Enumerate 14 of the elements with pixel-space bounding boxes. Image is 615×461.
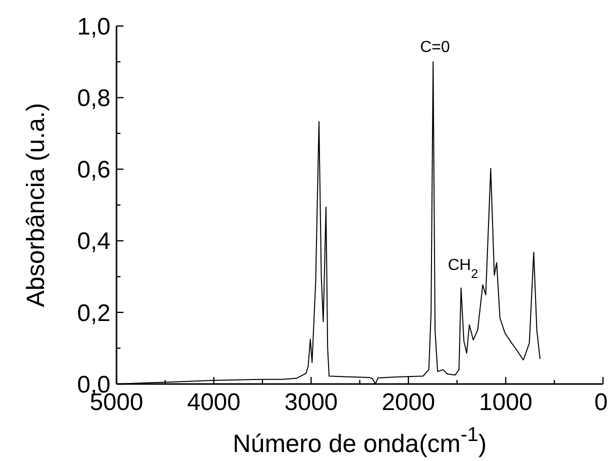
annotation: CH$_{2}$ [448, 257, 478, 280]
annotation: C=0 [420, 39, 450, 56]
x-tick-label: 4000 [187, 389, 240, 416]
y-tick-label: 1,0 [77, 13, 110, 40]
x-tick-label: 0 [594, 389, 608, 416]
y-tick-label: 0,4 [77, 228, 110, 256]
x-tick-label: 2000 [382, 389, 436, 416]
y-tick-label: 0,2 [77, 300, 110, 327]
y-tick-label: 0,8 [77, 85, 110, 112]
y-tick-label: 0,6 [77, 156, 110, 184]
x-tick-label: 1000 [479, 389, 532, 416]
x-axis-title: Número de onda(cm$^{-1}$) [232, 424, 487, 458]
y-axis-title: Absorbância (u.a.) [22, 102, 50, 308]
x-tick-label: 3000 [284, 389, 338, 416]
